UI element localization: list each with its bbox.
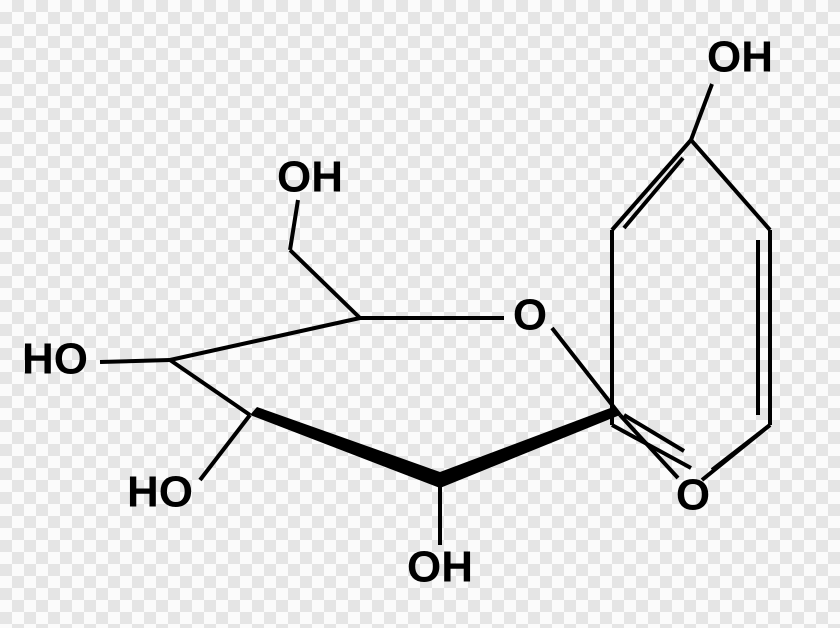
bond-c2-c3-wedge — [250, 407, 440, 488]
bond-ph-2-3 — [691, 140, 770, 230]
label-oh-c2: OH — [407, 543, 473, 592]
bond-c6-oh — [290, 200, 298, 250]
bond-ph-arom-b — [624, 158, 683, 228]
label-o-glyc: O — [676, 471, 710, 520]
bond-o-ring-c1 — [552, 328, 620, 415]
bond-phenol-oh — [691, 84, 712, 140]
bond-ph-3-4 — [612, 140, 691, 230]
label-oh-c6: OH — [277, 153, 343, 202]
bond-c1-c2-wedge — [440, 407, 620, 488]
label-oh-phenol: OH — [707, 33, 773, 82]
bond-c3-c4 — [170, 360, 250, 415]
label-ho-c4: HO — [22, 335, 88, 384]
molecule-diagram: O OH HO HO OH O OH — [0, 0, 840, 628]
bond-ph-6-1 — [712, 425, 770, 470]
bond-c3-oh — [200, 415, 250, 480]
label-o-ring: O — [513, 291, 547, 340]
bond-c4-c5 — [170, 318, 360, 360]
bond-c4-oh — [100, 360, 170, 362]
bond-c5-c6 — [290, 250, 360, 318]
label-ho-c3: HO — [127, 468, 193, 517]
